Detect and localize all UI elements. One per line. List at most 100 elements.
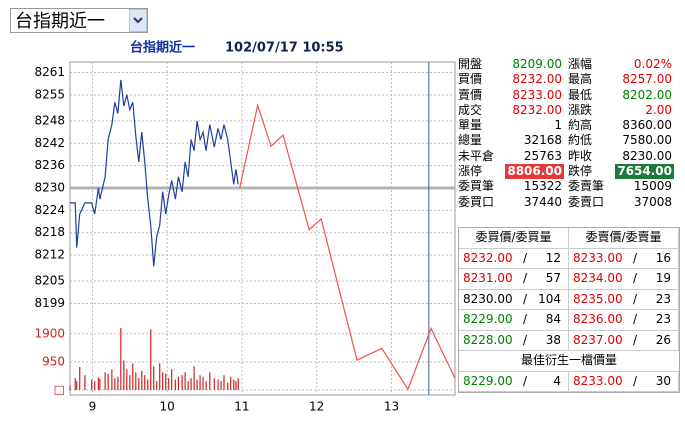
book-qty: 38 — [545, 332, 561, 347]
quote-value: 7580.00 — [622, 133, 672, 148]
book-price: 8230.00 — [463, 291, 513, 306]
book-qty: 23 — [655, 312, 671, 326]
quote-row: 漲停 8806.00 跌停 7654.00 — [458, 164, 680, 180]
y-tick-label: 8248 — [34, 113, 65, 127]
quote-row: 未平倉 25763 昨收 8230.00 — [458, 149, 680, 164]
price-line — [239, 102, 456, 391]
book-sep: / — [632, 312, 638, 326]
quote-label: 買價 — [458, 72, 483, 87]
volume-bar — [162, 372, 164, 390]
volume-bar — [213, 378, 215, 390]
quote-value: 8360.00 — [622, 118, 672, 133]
quote-row: 成交 8232.00 漲跌 2.00 — [458, 103, 680, 118]
book-price: 8233.00 — [573, 373, 623, 388]
quote-cell: 成交 8232.00 — [458, 103, 568, 118]
book-price: 8233.00 — [573, 250, 623, 265]
book-price: 8237.00 — [573, 332, 623, 347]
y2-tick-label: □ — [54, 383, 65, 397]
volume-bar — [184, 372, 186, 390]
quote-value: 8230.00 — [622, 148, 672, 163]
quote-label: 昨收 — [568, 148, 593, 163]
x-tick-label: 10 — [160, 400, 175, 414]
book-row: 8228.00 / 38 8237.00 / 26 — [459, 330, 679, 351]
quote-row: 總量 32168 約低 7580.00 — [458, 133, 680, 148]
quote-cell: 單量 1 — [458, 118, 568, 133]
volume-bar — [227, 382, 229, 390]
symbol: 台指期近一 — [130, 40, 195, 56]
book-sep: / — [632, 250, 638, 265]
volume-bar — [84, 375, 86, 390]
book-price: 8236.00 — [573, 312, 623, 326]
volume-bar — [202, 376, 204, 390]
volume-bar — [217, 379, 219, 390]
volume-bar — [99, 378, 101, 390]
volume-bar — [123, 360, 125, 390]
volume-bar — [91, 379, 93, 390]
select-label: 台指期近一 — [15, 11, 105, 32]
x-tick-label: 12 — [309, 400, 324, 414]
quote-row: 開盤 8209.00 漲幅 0.02% — [458, 57, 680, 72]
volume-bar — [159, 363, 161, 390]
quote-cell: 昨收 8230.00 — [568, 149, 678, 164]
y-tick-label: 8199 — [34, 296, 65, 310]
x-tick-label: 11 — [234, 400, 249, 414]
quote-cell: 總量 32168 — [458, 133, 568, 148]
book-qty: 57 — [545, 271, 561, 285]
quote-row: 委買筆 15322 委賣筆 15009 — [458, 179, 680, 194]
volume-bar — [171, 369, 173, 390]
quote-label: 未平倉 — [458, 148, 495, 163]
y-tick-label: 8261 — [34, 65, 65, 79]
select-arrow — [129, 9, 147, 32]
plot-frame — [69, 61, 456, 396]
volume-bar — [138, 378, 140, 390]
quote-label: 漲跌 — [568, 102, 593, 117]
quote-row: 單量 1 約高 8360.00 — [458, 118, 680, 133]
quote-value: 8209.00 — [512, 57, 562, 71]
y-tick-label: 8212 — [34, 248, 65, 262]
volume-bar — [199, 375, 201, 390]
volume-bar — [193, 366, 195, 390]
volume-bar — [153, 366, 155, 390]
quote-value: 37008 — [633, 194, 672, 209]
volume-bar — [235, 381, 237, 390]
y-tick-label: 8205 — [34, 274, 65, 288]
y2-tick-label: 950 — [42, 354, 65, 368]
volume-bar — [114, 378, 116, 390]
quote-value: 1 — [554, 118, 562, 133]
volume-bar — [165, 373, 167, 390]
volume-bar — [132, 363, 134, 390]
book-qty: 4 — [553, 373, 561, 388]
volume-bar — [135, 372, 137, 390]
quote-row: 賣價 8233.00 最低 8202.00 — [458, 88, 680, 103]
volume-bar — [94, 381, 96, 390]
y-tick-label: 8255 — [34, 87, 65, 101]
book-price: 8235.00 — [573, 291, 623, 306]
volume-bar — [190, 378, 192, 390]
quote-cell: 買價 8232.00 — [458, 72, 568, 87]
volume-bar — [168, 378, 170, 390]
quote-value: 8232.00 — [512, 72, 562, 87]
volume-bar — [74, 378, 76, 390]
volume-bar — [174, 379, 177, 390]
book-sep: / — [522, 291, 528, 306]
quote-panel: 開盤 8209.00 漲幅 0.02% 買價 8232.00 最高 8257.00 賣價 8233… — [458, 57, 680, 210]
volume-bar — [177, 376, 179, 390]
order-book: 委買價/委買量 委賣價/委賣量 8232.00/12 8233.00/16 8231.0… — [458, 227, 680, 393]
book-sep: / — [632, 271, 638, 285]
quote-value: 32168 — [523, 133, 562, 148]
quote-value: 8806.00 — [505, 164, 564, 180]
volume-bar — [97, 377, 100, 390]
volume-bar — [223, 375, 225, 390]
volume-bar — [187, 381, 189, 390]
quote-cell: 委賣口 37008 — [568, 195, 678, 210]
book-sep: / — [522, 250, 528, 265]
quote-label: 跌停 — [568, 164, 593, 179]
symbol-select[interactable]: 台指期近一 — [10, 8, 148, 33]
volume-bar — [233, 379, 235, 390]
book-row: 8230.00 / 104 8235.00 / 23 — [459, 289, 679, 310]
book-header: 委買價/委買量 委賣價/委賣量 — [459, 228, 679, 249]
quote-row: 買價 8232.00 最高 8257.00 — [458, 72, 680, 87]
book-header-cell: 委買價/委買量 — [459, 228, 569, 248]
book-qty: 19 — [655, 271, 671, 285]
